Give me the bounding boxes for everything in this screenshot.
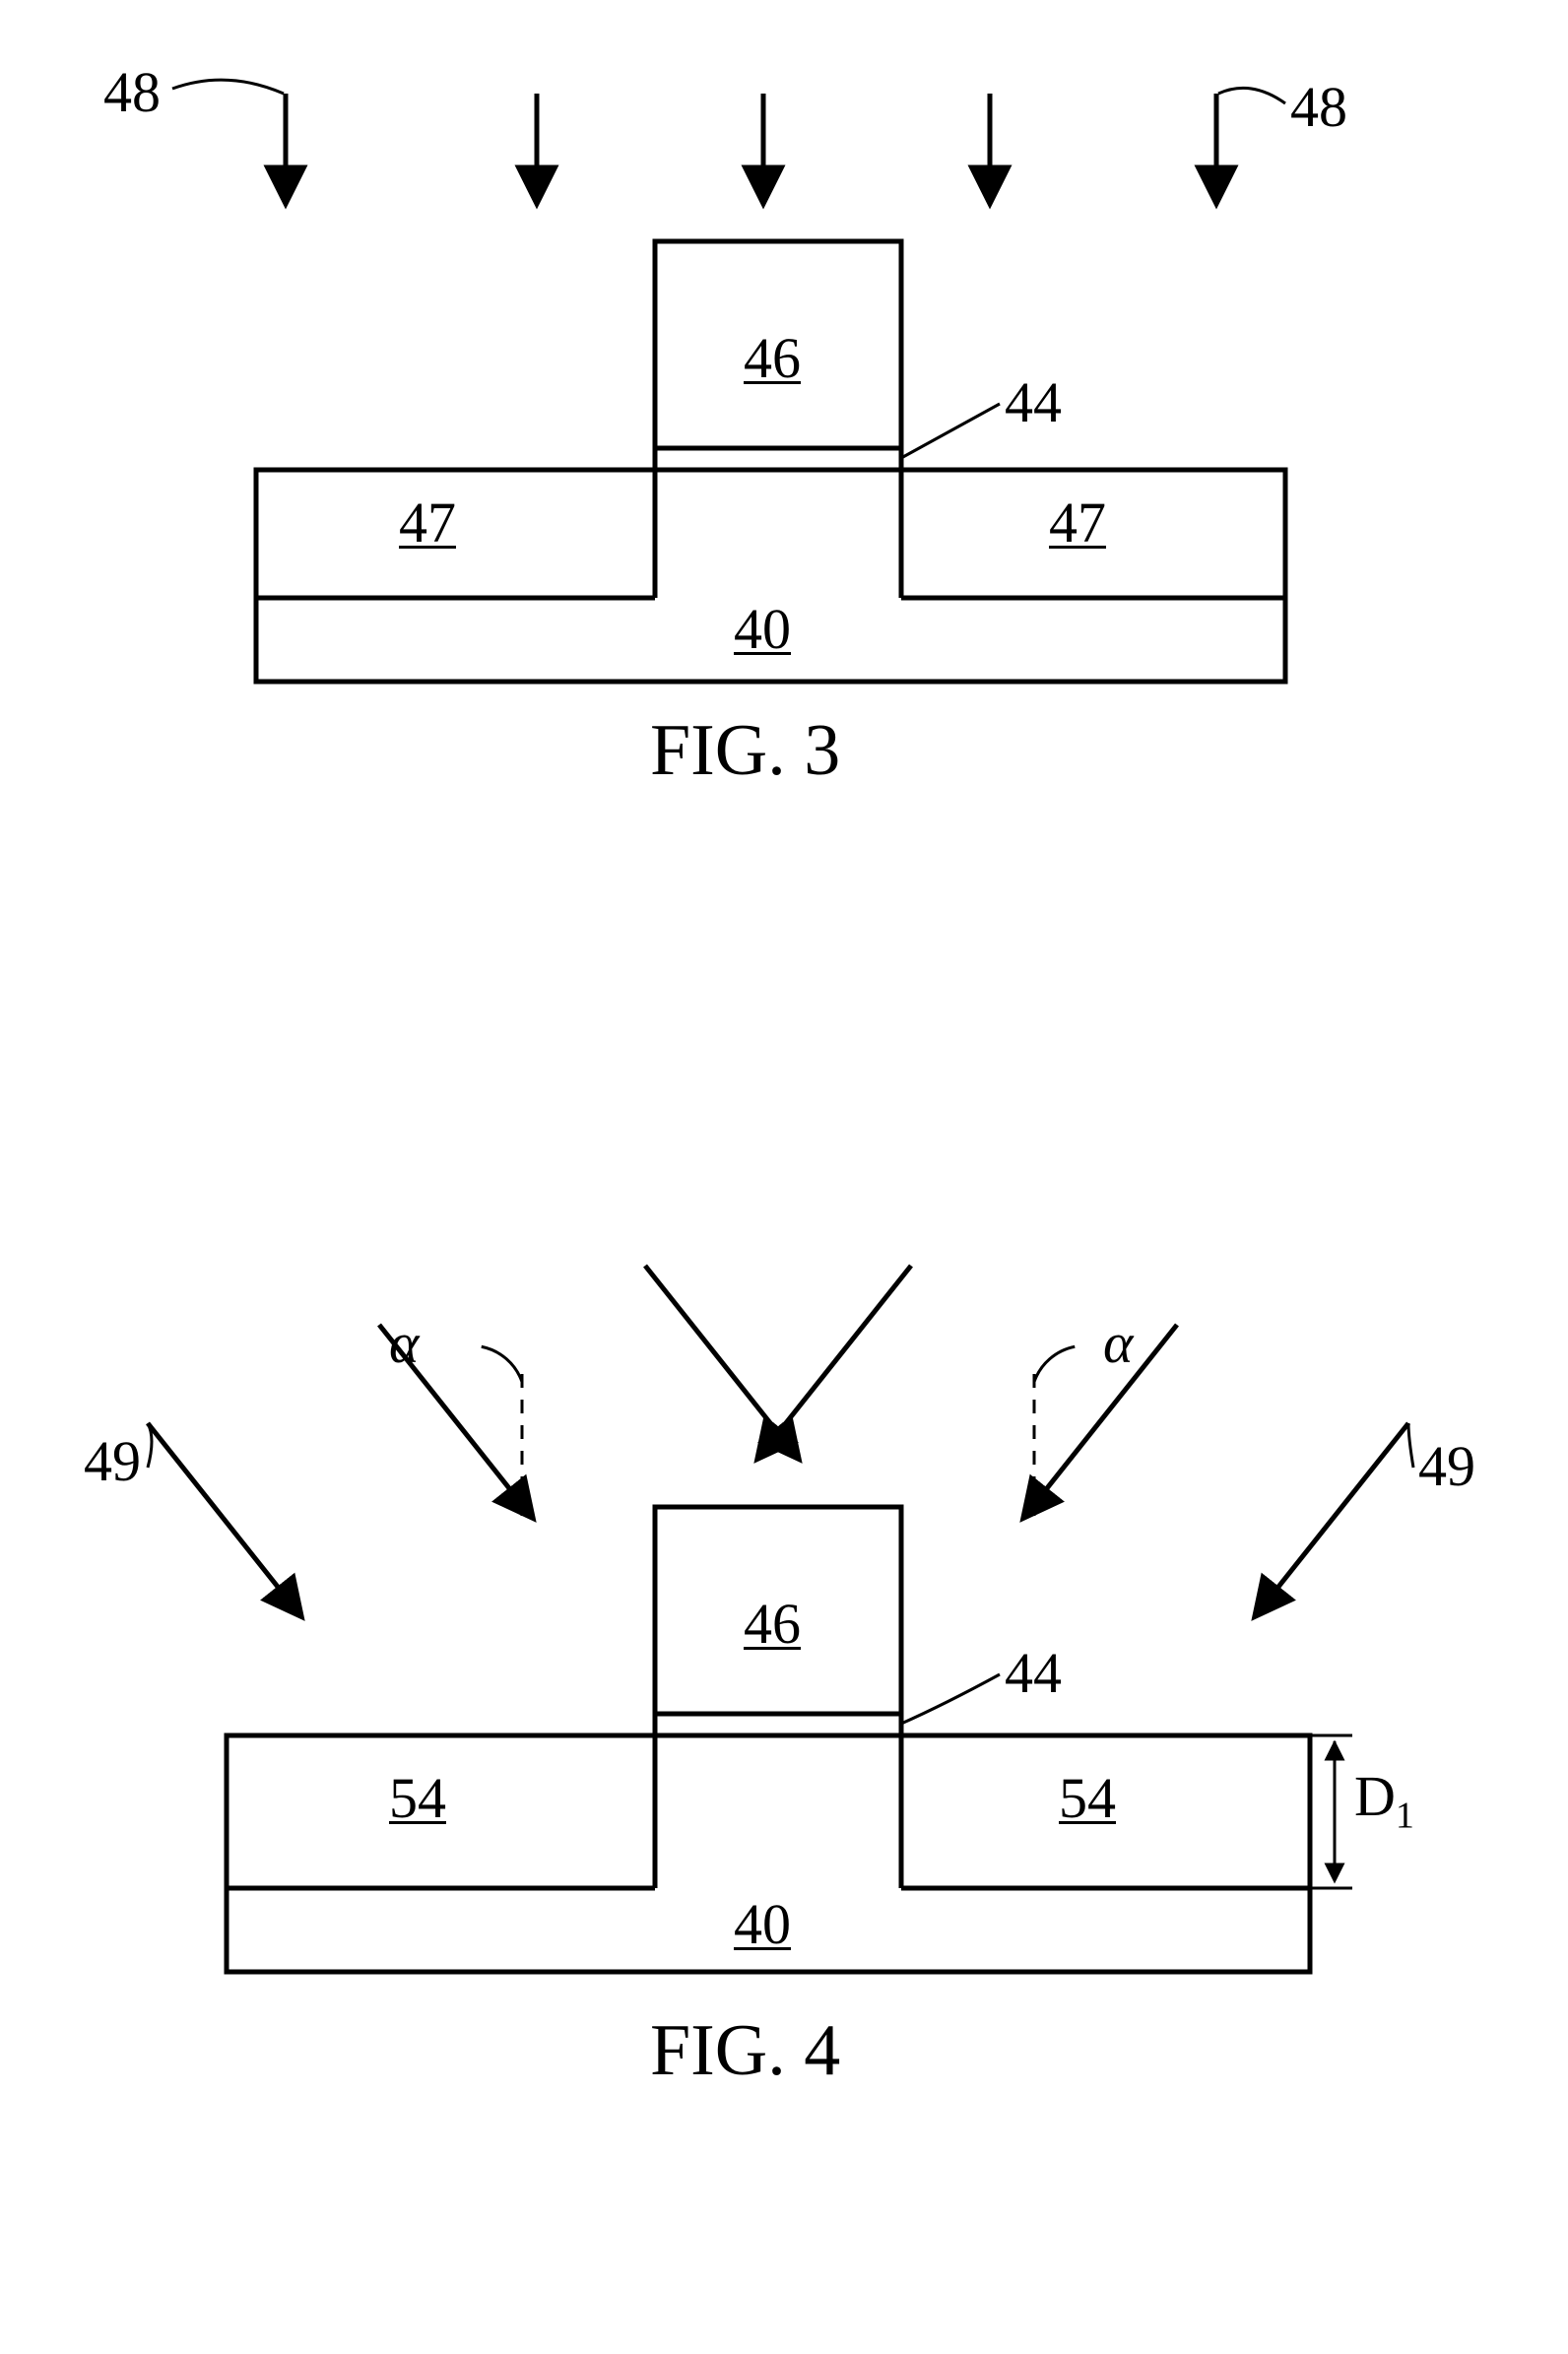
fig4-arrow-right-label: 49	[1418, 1433, 1475, 1499]
fig4-sd-right-ref: 54	[1059, 1765, 1116, 1831]
fig4-sd-left-ref: 54	[389, 1765, 446, 1831]
fig3-group	[172, 80, 1285, 682]
fig4-oxide-ref: 44	[1005, 1640, 1062, 1706]
fig4-angle-left: α	[389, 1310, 419, 1376]
fig3-sd-right-ref: 47	[1049, 490, 1106, 556]
fig3-sd-left-ref: 47	[399, 490, 456, 556]
fig4-depth-label: D1	[1354, 1763, 1414, 1838]
fig3-arrow-right-label: 48	[1290, 74, 1347, 140]
fig3-gate-ref: 46	[744, 325, 801, 391]
fig4-angle-right: α	[1103, 1310, 1133, 1376]
fig3-arrow-left-label: 48	[103, 59, 161, 125]
fig4-depth-d: D	[1354, 1764, 1396, 1828]
fig4-arrow-left-label: 49	[84, 1428, 141, 1494]
fig4-gate-ref: 46	[744, 1591, 801, 1657]
fig4-depth-sub: 1	[1396, 1796, 1414, 1837]
fig4-caption: FIG. 4	[650, 2009, 840, 2093]
fig4-sub-ref: 40	[734, 1891, 791, 1957]
fig3-oxide-ref: 44	[1005, 369, 1062, 435]
fig3-sub-ref: 40	[734, 596, 791, 662]
fig3-caption: FIG. 3	[650, 709, 840, 793]
